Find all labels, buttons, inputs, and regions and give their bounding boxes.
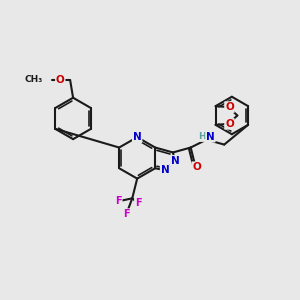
Text: N: N	[170, 156, 179, 166]
Text: H: H	[198, 132, 206, 141]
Text: F: F	[115, 196, 122, 206]
Text: O: O	[225, 119, 234, 129]
Text: F: F	[123, 209, 130, 219]
Text: O: O	[192, 162, 201, 172]
Text: O: O	[225, 102, 234, 112]
Text: F: F	[135, 198, 142, 208]
Text: O: O	[56, 75, 64, 85]
Text: CH₃: CH₃	[24, 76, 43, 85]
Text: N: N	[161, 165, 170, 175]
Text: N: N	[206, 132, 215, 142]
Text: N: N	[133, 132, 142, 142]
